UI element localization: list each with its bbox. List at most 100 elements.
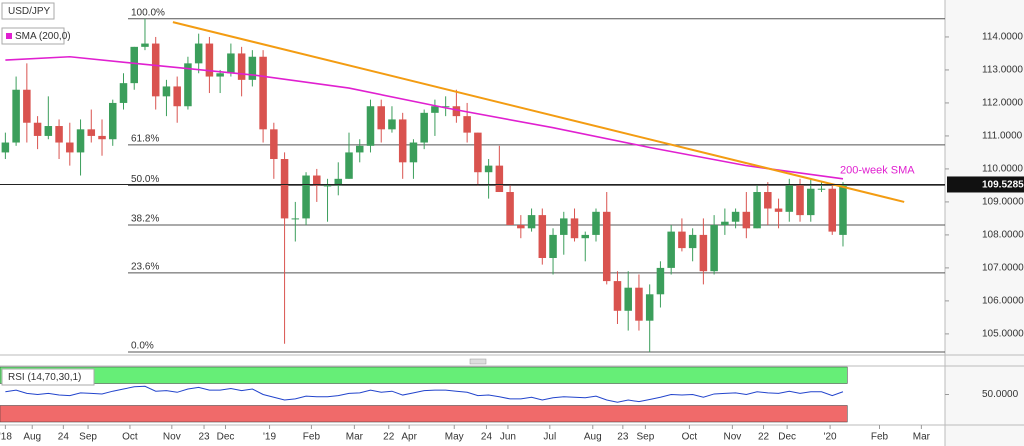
rsi-line — [5, 385, 844, 403]
fib-label: 100.0% — [131, 7, 165, 18]
y-tick-label: 107.0000 — [982, 263, 1024, 274]
y-tick-label: 110.0000 — [982, 164, 1023, 175]
candle-body — [688, 234, 697, 249]
candle-body — [173, 86, 181, 107]
candle-body — [635, 287, 643, 321]
candle-body — [270, 129, 278, 160]
candle-body — [227, 53, 235, 74]
candle-body — [484, 165, 493, 173]
candle-body — [323, 185, 332, 187]
last-price-box — [947, 176, 1024, 193]
candle-body — [495, 165, 504, 193]
candle-body — [366, 106, 375, 146]
candle-body — [785, 185, 794, 212]
sma-annotation: 200-week SMA — [840, 165, 915, 177]
x-tick-label: Nov — [163, 432, 181, 443]
x-tick-label: Mar — [913, 432, 931, 443]
y-tick-label: 112.0000 — [982, 98, 1023, 109]
candle-body — [194, 43, 203, 64]
candle-body — [764, 192, 772, 209]
candle-body — [678, 231, 686, 249]
x-tick-label: '20 — [824, 432, 837, 443]
price-panel: 105.0000 106.0000 107.0000 108.0000 109.0000… — [0, 7, 1024, 353]
x-tick-label: '19 — [263, 432, 276, 443]
candle-body — [742, 211, 751, 229]
legend-swatch — [6, 33, 12, 39]
candle-body — [796, 185, 804, 216]
sma-legend-box[interactable] — [1, 27, 65, 45]
x-tick-label: May — [445, 432, 464, 443]
candle-body — [645, 294, 654, 321]
x-tick-label: Aug — [23, 432, 41, 443]
x-tick-label: Apr — [401, 432, 417, 443]
candle-body — [420, 112, 428, 143]
price-axis-area — [945, 0, 1024, 446]
x-tick-label: Feb — [303, 432, 321, 443]
symbol: USD/JPY — [8, 6, 51, 17]
candle-body — [774, 208, 783, 212]
y-tick-label: 114.0000 — [982, 32, 1023, 43]
x-tick-label: Oct — [122, 432, 138, 443]
x-tick-label: 24 — [481, 432, 493, 443]
candle-body — [463, 116, 471, 133]
candle-body — [205, 43, 214, 77]
fib-label: 61.8% — [131, 133, 159, 144]
candle-body — [1, 142, 10, 153]
candle-body — [549, 234, 557, 259]
y-tick-label: 108.0000 — [982, 230, 1024, 241]
candle-body — [33, 122, 42, 136]
symbol-box[interactable] — [1, 2, 55, 20]
candle-body — [527, 215, 536, 229]
candle-body — [828, 188, 837, 232]
candle-body — [237, 53, 246, 80]
candle-body — [388, 119, 396, 130]
candle-body — [108, 102, 117, 140]
x-tick-label: Dec — [778, 432, 796, 443]
candle-body — [452, 106, 461, 117]
candle-body — [398, 119, 407, 163]
x-tick-label: 23 — [617, 432, 629, 443]
legend: USD/JPY SMA (200,0) RSI (14,70,30,1) — [1, 2, 95, 386]
rsi-tick-label: 50.0000 — [982, 389, 1019, 400]
y-tick-label: 113.0000 — [982, 65, 1023, 76]
candle-body — [259, 56, 267, 130]
x-tick-label: 22 — [758, 432, 770, 443]
candle-body — [377, 106, 385, 130]
candle-body — [570, 218, 579, 239]
fib-label: 38.2% — [131, 214, 159, 225]
candle-body — [839, 184, 847, 235]
candle-body — [345, 152, 353, 179]
candle-body — [517, 225, 525, 229]
candle-body — [602, 211, 611, 282]
candle-body — [710, 225, 718, 272]
candle-body — [699, 234, 708, 272]
candle-body — [216, 73, 224, 77]
candle-body — [721, 221, 729, 226]
rsi-legend-box[interactable] — [1, 368, 95, 386]
overbought-band — [0, 366, 848, 384]
x-tick-label: Sep — [636, 432, 654, 443]
x-tick-label: Jun — [500, 432, 516, 443]
candle-body — [409, 142, 418, 163]
candle-body — [12, 89, 20, 143]
x-tick-label: Sep — [79, 432, 97, 443]
x-tick-label: 23 — [198, 432, 210, 443]
y-tick-label: 109.0000 — [982, 197, 1024, 208]
candle-body — [592, 211, 600, 235]
candle-body — [98, 135, 106, 140]
sma-line — [5, 55, 844, 180]
fib-label: 23.6% — [131, 261, 159, 272]
candle-body — [334, 178, 343, 186]
candle-body — [87, 129, 96, 136]
x-tick-label: 24 — [58, 432, 70, 443]
last-price-label: 109.5285 — [982, 180, 1024, 191]
candle-body — [151, 43, 160, 97]
panel-splitter[interactable] — [469, 358, 487, 365]
time-axis: '18 Aug 24 Sep Oct Nov 23 Dec '19 Feb Mar 22 Apr May 2… — [0, 425, 931, 443]
oversold-band — [0, 405, 848, 423]
candle-body — [119, 83, 128, 103]
x-tick-label: Feb — [871, 432, 889, 443]
x-tick-label: Nov — [723, 432, 741, 443]
candle-body — [66, 142, 74, 153]
